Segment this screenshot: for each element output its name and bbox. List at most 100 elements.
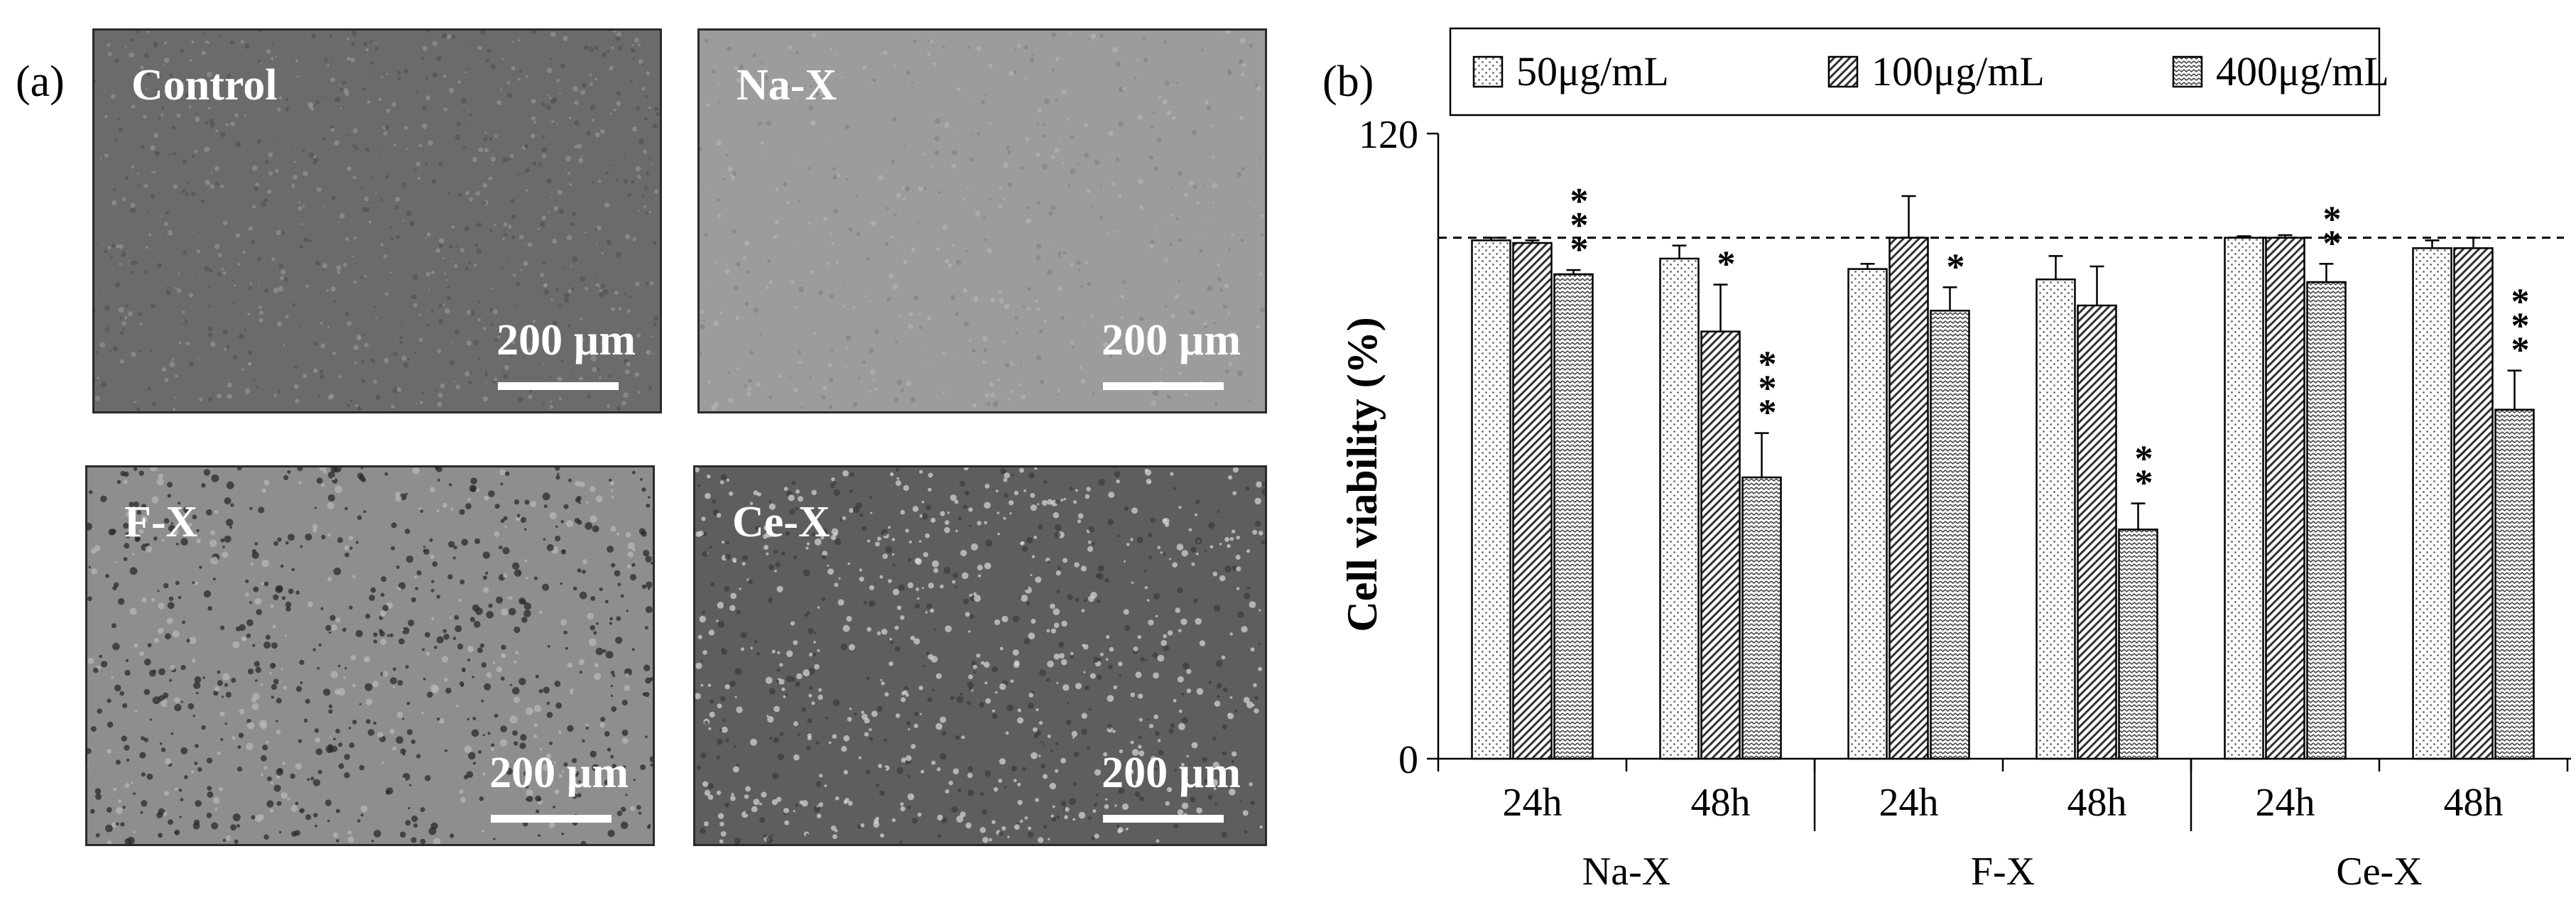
texture-speck [160, 264, 162, 266]
texture-speck [1013, 661, 1020, 668]
texture-speck [555, 337, 560, 343]
texture-speck [395, 495, 402, 502]
texture-speck [104, 327, 110, 332]
texture-speck [255, 679, 258, 682]
texture-speck [350, 57, 355, 63]
texture-speck [513, 696, 520, 703]
texture-speck [134, 643, 138, 648]
texture-speck [137, 173, 139, 175]
texture-speck [425, 632, 430, 638]
texture-speck [509, 683, 513, 686]
texture-speck [183, 507, 190, 514]
texture-speck [1030, 492, 1036, 498]
texture-speck [226, 481, 234, 489]
texture-speck [646, 581, 653, 588]
texture-speck [485, 58, 489, 63]
texture-speck [138, 350, 142, 353]
texture-speck [785, 531, 790, 536]
texture-speck [577, 793, 582, 798]
texture-speck [276, 229, 282, 236]
texture-speck [1234, 709, 1237, 713]
texture-speck [1122, 280, 1126, 284]
texture-speck [734, 668, 742, 675]
texture-speck [869, 728, 872, 732]
texture-speck [717, 738, 723, 745]
texture-speck [259, 318, 263, 323]
texture-speck [283, 686, 287, 690]
texture-speck [645, 606, 653, 614]
texture-speck [1125, 828, 1129, 830]
texture-speck [1112, 730, 1116, 733]
texture-speck [207, 286, 210, 289]
texture-speck [1134, 76, 1136, 80]
texture-speck [357, 515, 362, 520]
texture-speck [707, 794, 714, 800]
texture-speck [111, 94, 116, 99]
texture-speck [1154, 731, 1160, 736]
texture-speck [716, 790, 722, 796]
texture-speck [168, 819, 173, 825]
texture-speck [1172, 562, 1178, 568]
texture-speck [570, 222, 575, 227]
texture-speck [442, 257, 445, 260]
texture-speck [221, 695, 224, 698]
texture-speck [1014, 315, 1018, 320]
texture-speck [1168, 728, 1174, 734]
texture-speck [401, 629, 404, 632]
bar [2306, 281, 2347, 760]
texture-speck [783, 808, 789, 814]
texture-speck [972, 297, 979, 303]
texture-speck [1173, 823, 1179, 829]
texture-speck [475, 191, 480, 196]
texture-speck [1036, 243, 1042, 249]
texture-speck [501, 644, 506, 650]
texture-speck [153, 669, 156, 673]
texture-speck [153, 170, 157, 174]
texture-speck [996, 378, 1000, 381]
texture-speck [344, 507, 348, 511]
texture-speck [163, 63, 165, 65]
texture-speck [892, 117, 897, 122]
texture-speck [499, 545, 503, 550]
texture-speck [724, 802, 730, 808]
texture-speck [207, 304, 211, 308]
texture-speck [281, 792, 288, 799]
texture-speck [354, 146, 359, 151]
texture-speck [173, 184, 178, 189]
texture-speck [1196, 201, 1200, 205]
texture-speck [1259, 308, 1265, 313]
texture-speck [1246, 701, 1254, 708]
texture-speck [352, 255, 354, 258]
texture-speck [203, 469, 211, 476]
texture-speck [840, 643, 848, 651]
texture-speck [308, 153, 314, 158]
texture-speck [516, 173, 519, 176]
texture-speck [1102, 342, 1109, 348]
texture-speck [572, 370, 574, 372]
texture-speck [827, 564, 830, 567]
texture-speck [969, 524, 972, 528]
texture-speck [611, 563, 616, 568]
texture-speck [455, 384, 460, 390]
texture-speck [1196, 807, 1202, 814]
texture-speck [922, 153, 925, 156]
texture-speck [648, 210, 652, 214]
texture-speck [137, 184, 140, 187]
texture-speck [869, 585, 874, 590]
texture-speck [303, 374, 307, 379]
texture-speck [1048, 838, 1050, 840]
texture-speck [726, 478, 730, 482]
texture-speck [829, 377, 834, 382]
texture-speck [477, 45, 482, 50]
texture-speck [511, 66, 516, 71]
texture-speck [139, 752, 146, 759]
texture-speck [645, 677, 651, 684]
texture-speck [1020, 364, 1023, 367]
texture-speck [600, 717, 606, 722]
texture-speck [911, 247, 915, 252]
texture-speck [466, 771, 474, 778]
texture-speck [543, 364, 545, 366]
significance-mark: * [1570, 205, 1589, 246]
texture-speck [237, 467, 242, 471]
texture-speck [845, 366, 847, 369]
